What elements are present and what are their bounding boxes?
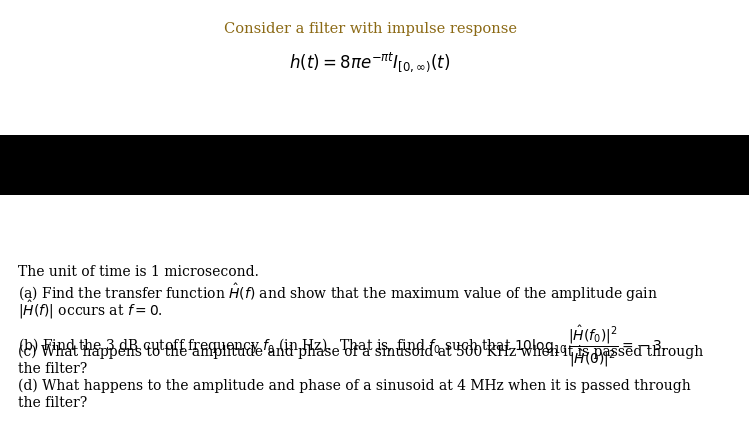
Bar bbox=[0, 135, 749, 195]
Text: $|\hat{H}(f)|$ occurs at $f = 0$.: $|\hat{H}(f)|$ occurs at $f = 0$. bbox=[18, 299, 163, 321]
Text: the filter?: the filter? bbox=[18, 362, 87, 376]
Text: The unit of time is 1 microsecond.: The unit of time is 1 microsecond. bbox=[18, 265, 259, 279]
Text: Consider a filter with impulse response: Consider a filter with impulse response bbox=[223, 22, 517, 36]
Text: (c) What happens to the amplitude and phase of a sinusoid at 500 KHz when it is : (c) What happens to the amplitude and ph… bbox=[18, 345, 703, 359]
Text: (a) Find the transfer function $\hat{H}(f)$ and show that the maximum value of t: (a) Find the transfer function $\hat{H}(… bbox=[18, 282, 658, 304]
Text: (b) Find the 3 dB cutoff frequency $f_0$ (in Hz).  That is, find $f_0$ such that: (b) Find the 3 dB cutoff frequency $f_0$… bbox=[18, 323, 667, 368]
Text: (d) What happens to the amplitude and phase of a sinusoid at 4 MHz when it is pa: (d) What happens to the amplitude and ph… bbox=[18, 379, 691, 393]
Text: $h(t) = 8\pi e^{-\pi t} I_{[0,\infty)}(t)$: $h(t) = 8\pi e^{-\pi t} I_{[0,\infty)}(t… bbox=[289, 50, 451, 73]
Text: the filter?: the filter? bbox=[18, 396, 87, 410]
